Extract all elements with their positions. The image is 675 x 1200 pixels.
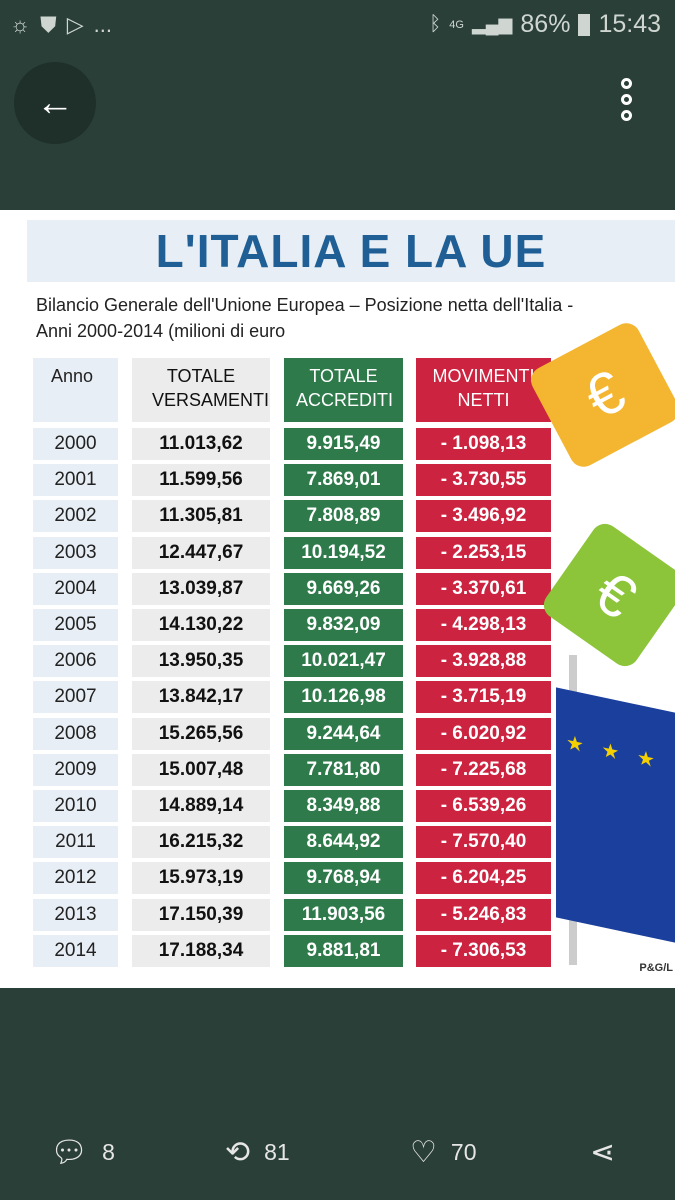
cell-accrediti: 7.869,01: [284, 464, 403, 497]
cell-movimenti: - 3.496,92: [416, 500, 551, 533]
cell-year: 2013: [33, 898, 118, 931]
cell-versamenti: 15.973,19: [132, 862, 270, 895]
cell-accrediti: 9.881,81: [284, 934, 403, 967]
subtitle-line: Anni 2000-2014 (milioni di euro: [36, 321, 286, 341]
subtitle-line: Bilancio Generale dell'Unione Europea – …: [36, 295, 574, 315]
cell-movimenti: - 5.246,83: [416, 898, 551, 931]
cell-accrediti: 8.349,88: [284, 790, 403, 822]
cell-accrediti: 9.832,09: [284, 609, 403, 641]
cell-year: 2014: [33, 934, 118, 967]
cell-year: 2000: [33, 428, 118, 460]
cell-accrediti: 8.644,92: [284, 826, 403, 859]
play-store-icon: ▷: [66, 12, 84, 37]
reply-button[interactable]: 💬︎ 8: [50, 1135, 115, 1170]
cell-year: 2004: [33, 572, 118, 605]
cell-versamenti: 12.447,67: [132, 536, 270, 569]
cell-versamenti: 17.188,34: [132, 934, 270, 967]
cell-versamenti: 13.842,17: [132, 681, 270, 714]
retweet-button[interactable]: ⟲ 81: [225, 1135, 290, 1170]
cell-movimenti: - 2.253,15: [416, 536, 551, 569]
cell-year: 2007: [33, 681, 118, 714]
cell-year: 2012: [33, 862, 118, 895]
cell-versamenti: 13.950,35: [132, 645, 270, 678]
cell-versamenti: 15.265,56: [132, 717, 270, 750]
infographic-title: L'ITALIA E LA UE: [27, 220, 675, 282]
cell-movimenti: - 3.715,19: [416, 681, 551, 714]
header-versamenti: TOTALE VERSAMENTI: [132, 358, 270, 422]
cell-accrediti: 7.781,80: [284, 753, 403, 786]
back-button[interactable]: ←: [14, 62, 96, 144]
share-button[interactable]: ⋖: [590, 1135, 615, 1170]
image-credit: P&G/L: [639, 962, 673, 974]
euro-tag-green: €: [538, 518, 675, 672]
cell-movimenti: - 7.570,40: [416, 826, 551, 859]
cell-accrediti: 9.915,49: [284, 428, 403, 460]
cell-year: 2001: [33, 464, 118, 497]
status-bar: ☼ ⛊ ▷ ... ᛒ 4G ▂▄▆ 86% 15:43: [0, 8, 675, 44]
cell-movimenti: - 7.306,53: [416, 934, 551, 967]
battery-percent: 86%: [520, 10, 571, 38]
cell-year: 2006: [33, 645, 118, 678]
bluetooth-icon: ᛒ: [429, 13, 442, 35]
cell-year: 2011: [33, 826, 118, 859]
cell-movimenti: - 1.098,13: [416, 428, 551, 460]
cell-versamenti: 11.305,81: [132, 500, 270, 533]
infographic-subtitle: Bilancio Generale dell'Unione Europea – …: [36, 292, 573, 344]
cell-versamenti: 14.130,22: [132, 609, 270, 641]
cell-year: 2010: [33, 790, 118, 822]
cell-year: 2003: [33, 536, 118, 569]
comment-icon: 💬︎: [50, 1136, 89, 1169]
cell-versamenti: 15.007,48: [132, 753, 270, 786]
header-movimenti: MOVIMENTI NETTI: [416, 358, 551, 422]
reply-count: 8: [102, 1139, 115, 1165]
arrow-left-icon: ←: [36, 81, 74, 124]
cell-accrediti: 10.126,98: [284, 681, 403, 714]
cell-movimenti: - 6.204,25: [416, 862, 551, 895]
signal-icon: ▂▄▆: [471, 14, 513, 34]
cell-movimenti: - 7.225,68: [416, 753, 551, 786]
battery-icon: [578, 13, 591, 36]
cell-year: 2009: [33, 753, 118, 786]
cell-versamenti: 14.889,14: [132, 790, 270, 822]
cell-accrediti: 7.808,89: [284, 500, 403, 533]
cell-movimenti: - 4.298,13: [416, 609, 551, 641]
cell-accrediti: 9.244,64: [284, 717, 403, 750]
cell-accrediti: 11.903,56: [284, 898, 403, 931]
cell-versamenti: 11.013,62: [132, 428, 270, 460]
share-icon: ⋖: [590, 1136, 616, 1169]
weather-icon: ☼: [10, 12, 31, 37]
cell-year: 2005: [33, 609, 118, 641]
network-type: 4G: [449, 18, 464, 31]
header-accrediti: TOTALE ACCREDITI: [284, 358, 403, 422]
shield-icon: ⛊: [40, 12, 57, 37]
like-count: 70: [450, 1139, 477, 1165]
more-options-button[interactable]: [614, 78, 638, 121]
cell-accrediti: 10.021,47: [284, 645, 403, 678]
eu-flag: ★ ★ ★: [556, 687, 675, 943]
cell-versamenti: 13.039,87: [132, 572, 270, 605]
cell-movimenti: - 6.020,92: [416, 717, 551, 750]
cell-accrediti: 10.194,52: [284, 536, 403, 569]
heart-icon: ♡: [410, 1136, 437, 1169]
more-notifications: ...: [93, 12, 112, 37]
cell-movimenti: - 3.370,61: [416, 572, 551, 605]
retweet-count: 81: [264, 1139, 290, 1165]
cell-year: 2008: [33, 717, 118, 750]
cell-versamenti: 11.599,56: [132, 464, 270, 497]
cell-accrediti: 9.768,94: [284, 862, 403, 895]
cell-versamenti: 16.215,32: [132, 826, 270, 859]
infographic-image[interactable]: L'ITALIA E LA UE Bilancio Generale dell'…: [0, 210, 675, 988]
clock: 15:43: [598, 10, 661, 38]
like-button[interactable]: ♡ 70: [410, 1135, 477, 1170]
cell-versamenti: 17.150,39: [132, 898, 270, 931]
cell-year: 2002: [33, 500, 118, 533]
retweet-icon: ⟲: [225, 1136, 251, 1169]
cell-movimenti: - 6.539,26: [416, 790, 551, 822]
cell-accrediti: 9.669,26: [284, 572, 403, 605]
header-anno: Anno: [33, 358, 118, 422]
cell-movimenti: - 3.730,55: [416, 464, 551, 497]
cell-movimenti: - 3.928,88: [416, 645, 551, 678]
